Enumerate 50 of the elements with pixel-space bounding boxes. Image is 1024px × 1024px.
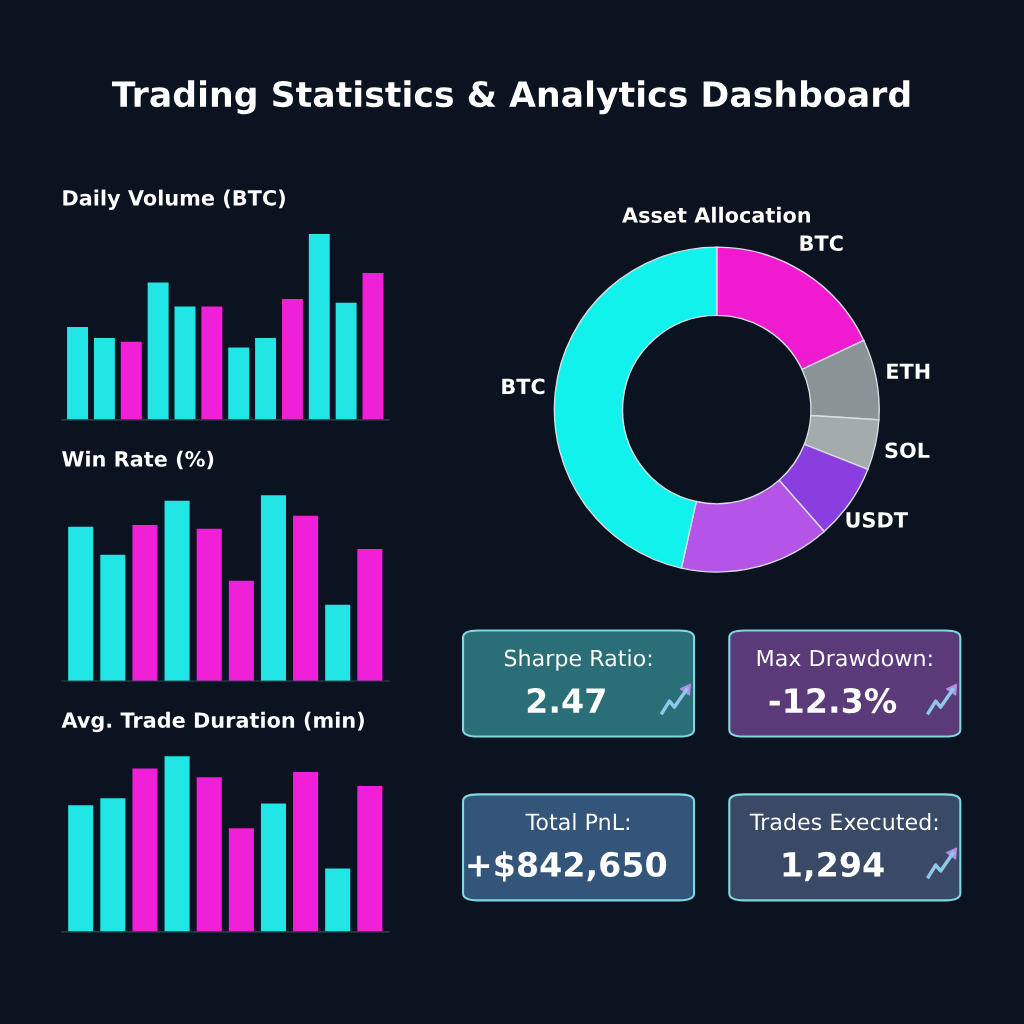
bar [164, 500, 190, 681]
text: 2.47 [527, 688, 605, 713]
slice-label: BTC [800, 235, 843, 252]
bar [196, 777, 222, 932]
bar [93, 338, 115, 420]
text: 1,294 [783, 851, 884, 882]
chart-title: Win Rate (%) [62, 450, 214, 470]
bar [228, 828, 254, 932]
slice-label: USDT [846, 511, 908, 528]
bar [67, 326, 89, 420]
bar [260, 803, 286, 932]
text: -12.3% [769, 688, 897, 714]
bar [147, 282, 169, 420]
bar [132, 524, 158, 681]
bar [255, 338, 277, 420]
bar [308, 234, 330, 420]
chart-title: Avg. Trade Duration (min) [61, 711, 364, 733]
bar [293, 771, 319, 932]
bar [68, 805, 94, 932]
text: Max Drawdown: [757, 649, 932, 667]
chart-title: Asset Allocation [622, 206, 810, 223]
bar [325, 868, 351, 932]
bar [357, 549, 383, 681]
text: +$842,650 [468, 851, 667, 882]
bar [100, 798, 126, 932]
bar [228, 347, 250, 420]
bar [362, 273, 384, 420]
text: Trades Executed: [749, 813, 938, 831]
bar [335, 302, 357, 420]
bar [201, 306, 223, 420]
bar [100, 554, 126, 681]
text: Sharpe Ratio: [504, 649, 652, 671]
slice-label: BTC [502, 378, 545, 395]
bar [68, 526, 94, 681]
bar [196, 528, 222, 681]
bar [120, 341, 142, 420]
bar [293, 515, 319, 681]
bar [228, 580, 254, 681]
slice-label: ETH [887, 363, 930, 379]
bar [260, 495, 286, 681]
text: Trading Statistics & Analytics Dashboard [111, 80, 910, 115]
bar [281, 299, 303, 420]
bar [174, 306, 196, 420]
bar [164, 756, 190, 932]
bar [357, 786, 383, 932]
text: Total PnL: [525, 813, 629, 831]
chart-title: Daily Volume (BTC) [63, 189, 285, 210]
bar [132, 768, 158, 932]
slice-label: SOL [885, 442, 930, 459]
bar [325, 604, 351, 681]
